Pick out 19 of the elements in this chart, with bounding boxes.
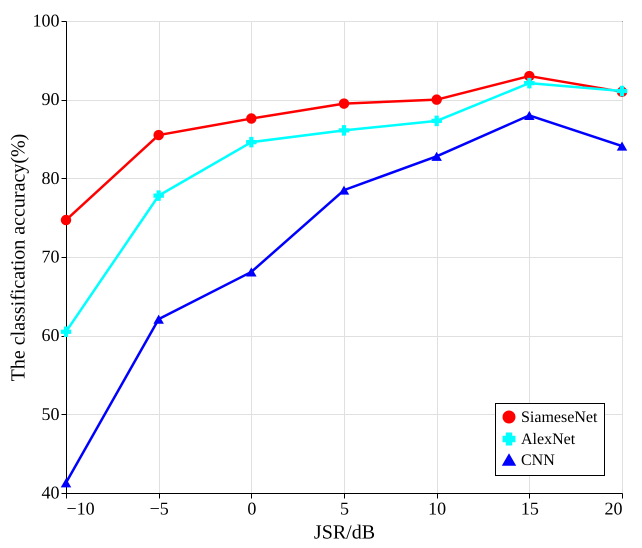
x-tick-label: −10 [66,498,95,518]
legend-label: SiameseNet [521,409,598,426]
x-tick-label: 0 [247,498,256,518]
y-tick-label: 100 [32,10,60,30]
x-tick-label: 5 [340,498,349,518]
y-tick-label: 70 [42,246,60,266]
legend-label: CNN [521,452,556,469]
x-tick-label: 15 [520,498,539,518]
y-tick-label: 40 [42,482,60,502]
y-tick-label: 80 [42,168,60,188]
x-tick-label: 20 [604,498,622,518]
x-tick-label: 10 [428,498,446,518]
y-axis-title: The classification accuracy(%) [8,134,30,382]
x-tick-label: −5 [150,498,169,518]
y-tick-label: 90 [42,89,60,110]
y-tick-label: 60 [42,325,60,346]
y-tick-label: 50 [42,404,60,424]
x-axis-title: JSR/dB [314,522,376,544]
legend-label: AlexNet [521,431,576,448]
